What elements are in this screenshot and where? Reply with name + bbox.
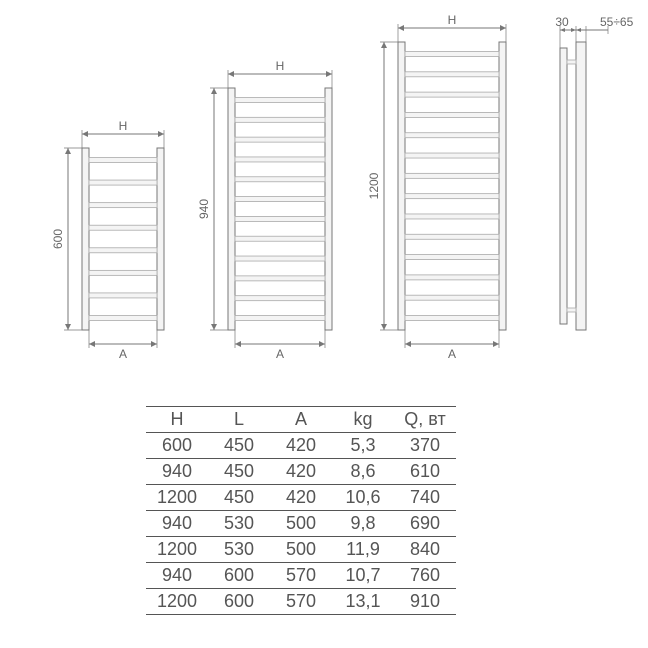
table-cell: 690 [394, 511, 456, 537]
table-cell: 600 [146, 433, 208, 459]
spec-table: HLAkgQ, вт 6004504205,33709404504208,661… [146, 406, 456, 615]
table-cell: 10,7 [332, 563, 394, 589]
table-cell: 530 [208, 511, 270, 537]
svg-text:1200: 1200 [367, 172, 381, 199]
table-cell: 940 [146, 563, 208, 589]
table-cell: 11,9 [332, 537, 394, 563]
table-row: 6004504205,3370 [146, 433, 456, 459]
table-header: Q, вт [394, 407, 456, 433]
svg-text:H: H [276, 59, 285, 73]
table-header: H [146, 407, 208, 433]
table-cell: 600 [208, 589, 270, 615]
table-cell: 450 [208, 485, 270, 511]
svg-text:H: H [448, 13, 457, 27]
table-cell: 8,6 [332, 459, 394, 485]
svg-text:55÷65: 55÷65 [600, 15, 634, 29]
table-row: 94060057010,7760 [146, 563, 456, 589]
svg-text:600: 600 [51, 229, 65, 249]
table-cell: 420 [270, 459, 332, 485]
table-row: 9404504208,6610 [146, 459, 456, 485]
table-cell: 840 [394, 537, 456, 563]
svg-text:30: 30 [555, 15, 569, 29]
table-cell: 530 [208, 537, 270, 563]
table-cell: 370 [394, 433, 456, 459]
table-cell: 600 [208, 563, 270, 589]
table-row: 120053050011,9840 [146, 537, 456, 563]
table-cell: 760 [394, 563, 456, 589]
table-cell: 570 [270, 563, 332, 589]
table-cell: 740 [394, 485, 456, 511]
table-cell: 5,3 [332, 433, 394, 459]
table-header: L [208, 407, 270, 433]
svg-text:940: 940 [197, 199, 211, 219]
table-row: 9405305009,8690 [146, 511, 456, 537]
svg-text:A: A [119, 347, 127, 361]
table-cell: 610 [394, 459, 456, 485]
table-row: 120045042010,6740 [146, 485, 456, 511]
table-row: 120060057013,1910 [146, 589, 456, 615]
svg-text:A: A [276, 347, 284, 361]
svg-text:A: A [448, 347, 456, 361]
table-cell: 940 [146, 511, 208, 537]
table-cell: 1200 [146, 537, 208, 563]
table-cell: 1200 [146, 485, 208, 511]
table-cell: 13,1 [332, 589, 394, 615]
svg-text:H: H [119, 119, 128, 133]
table-cell: 420 [270, 485, 332, 511]
table-cell: 500 [270, 537, 332, 563]
table-cell: 910 [394, 589, 456, 615]
table-cell: 500 [270, 511, 332, 537]
table-cell: 450 [208, 433, 270, 459]
table-header: kg [332, 407, 394, 433]
table-header: A [270, 407, 332, 433]
table-cell: 10,6 [332, 485, 394, 511]
table-cell: 940 [146, 459, 208, 485]
table-cell: 420 [270, 433, 332, 459]
table-cell: 450 [208, 459, 270, 485]
table-cell: 9,8 [332, 511, 394, 537]
table-cell: 1200 [146, 589, 208, 615]
table-cell: 570 [270, 589, 332, 615]
